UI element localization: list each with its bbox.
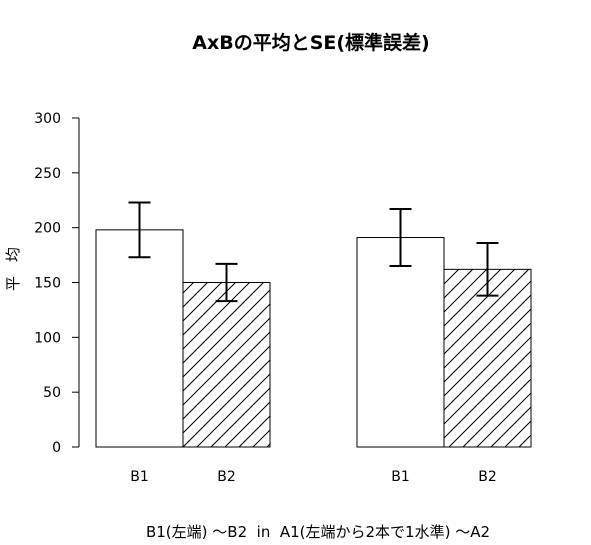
y-axis-label: 平均 — [4, 233, 22, 291]
x-tick-label: B2 — [217, 469, 236, 485]
bar — [356, 237, 445, 448]
y-tick-label: 0 — [52, 440, 61, 456]
error-bars-layer — [128, 201, 499, 303]
x-tick-label: B2 — [478, 469, 497, 485]
bar — [182, 282, 271, 448]
y-tick-label: 300 — [34, 111, 61, 127]
bar — [443, 268, 532, 448]
y-tick-label: 150 — [34, 276, 61, 292]
x-tick-labels: B1 B2 B1 B2 — [130, 469, 497, 485]
y-tick-label: 200 — [34, 221, 61, 237]
x-tick-label: B1 — [391, 469, 410, 485]
chart-title: AxBの平均とSE(標準誤差) — [192, 31, 429, 54]
y-tick-label: 50 — [43, 385, 61, 401]
x-axis-label: B1(左端) ～B2 in A1(左端から2本で1水準) ～A2 — [146, 523, 490, 541]
y-tick-label: 100 — [34, 330, 61, 346]
x-tick-label: B1 — [130, 469, 149, 485]
bar — [95, 229, 184, 448]
y-tick-label: 250 — [34, 166, 61, 182]
y-axis: 0 50 100 150 200 250 300 — [34, 111, 80, 456]
bars-layer — [95, 229, 532, 448]
